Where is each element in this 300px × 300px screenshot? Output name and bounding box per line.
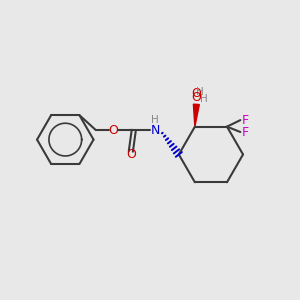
Text: H: H: [200, 94, 208, 104]
Text: H: H: [151, 115, 159, 125]
Text: H: H: [196, 87, 204, 97]
Text: F: F: [241, 114, 248, 127]
Polygon shape: [194, 104, 199, 127]
Text: O: O: [191, 91, 201, 104]
Text: O: O: [126, 148, 136, 161]
Text: O: O: [109, 124, 118, 136]
Text: O: O: [191, 88, 201, 100]
Text: F: F: [241, 125, 248, 139]
Text: N: N: [151, 124, 160, 136]
